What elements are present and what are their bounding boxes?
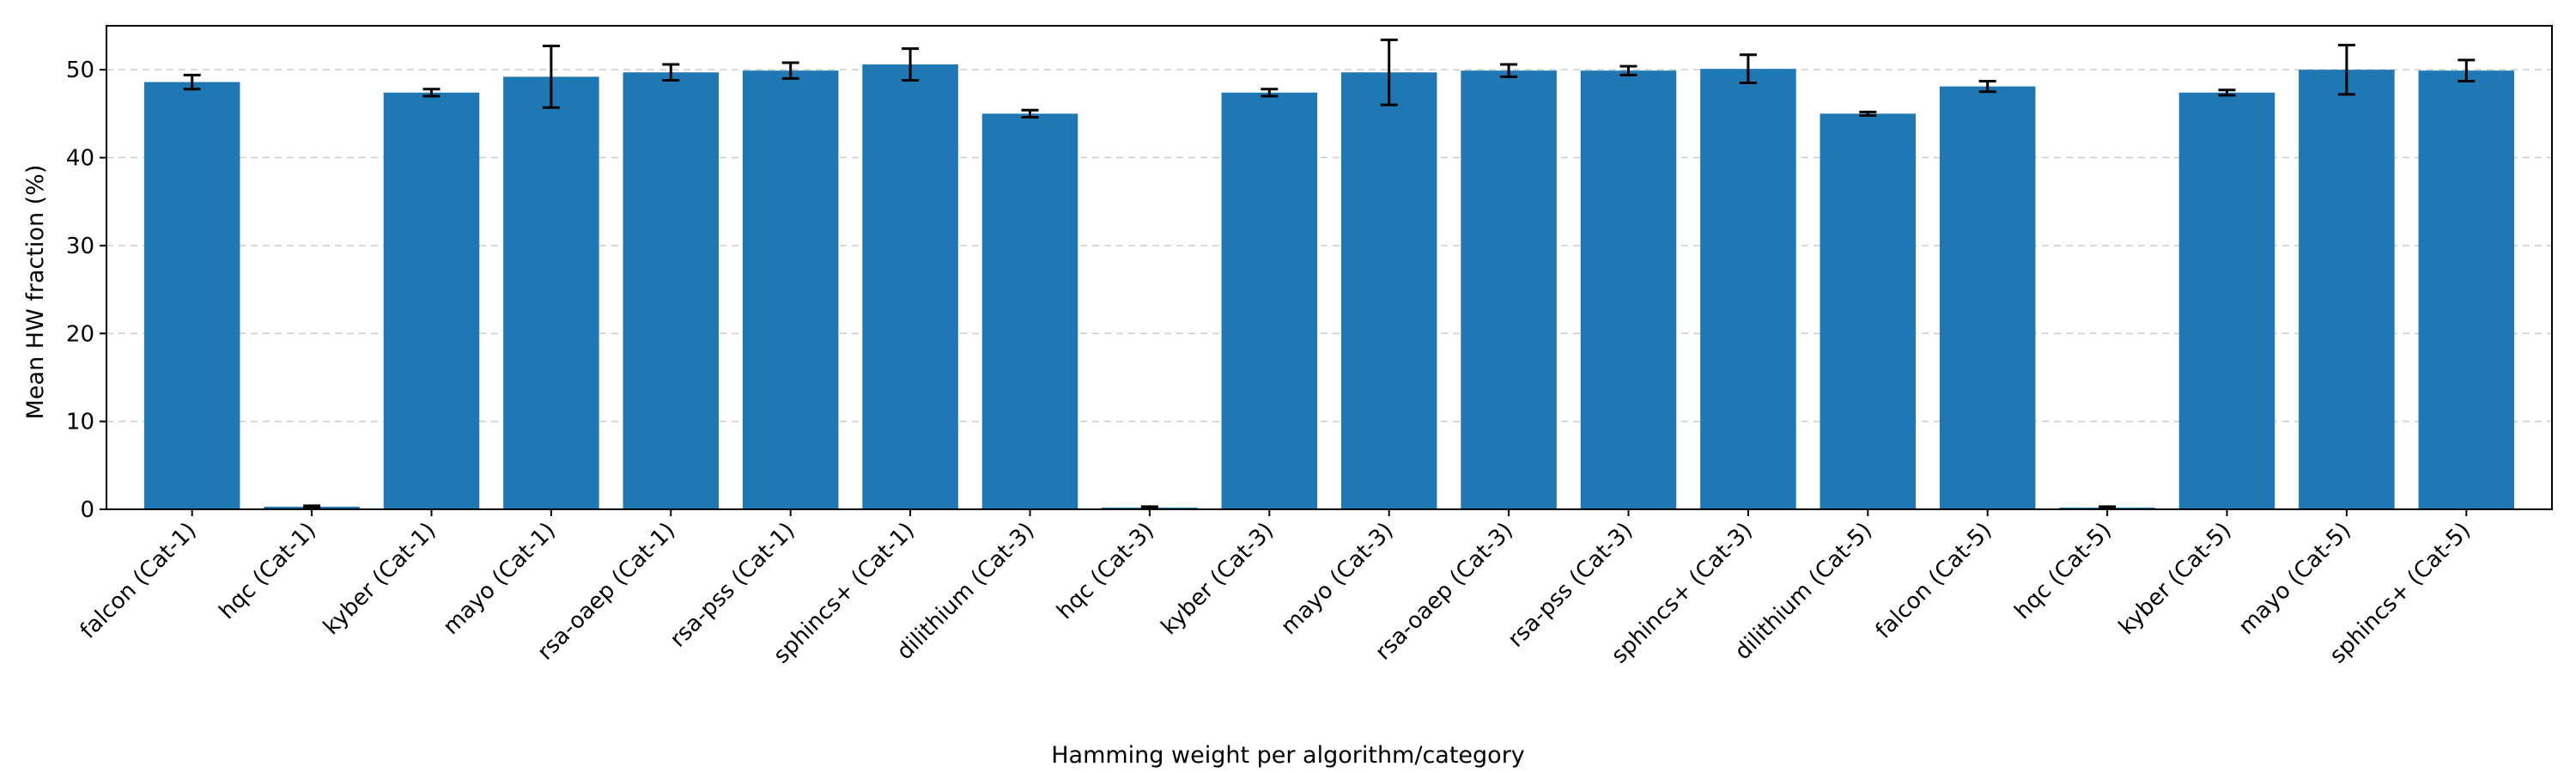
x-tick-label: mayo (Cat-1)	[439, 518, 561, 640]
bar	[1939, 86, 2036, 509]
x-tick-label: falcon (Cat-5)	[1871, 518, 1997, 644]
bar	[1340, 72, 1437, 510]
bar	[1221, 92, 1318, 510]
bar	[742, 70, 839, 510]
bar	[1700, 69, 1796, 509]
bars	[143, 64, 2515, 510]
bar	[981, 113, 1078, 509]
bar	[503, 76, 599, 509]
plot-frame	[106, 25, 2553, 510]
x-axis: falcon (Cat-1) hqc (Cat-1)kyber (Cat-1)ma…	[76, 509, 2476, 669]
x-tick-label: mayo (Cat-3)	[1276, 518, 1398, 640]
x-tick-label: kyber (Cat-5)	[2114, 518, 2236, 640]
x-tick-label: mayo (Cat-5)	[2234, 518, 2356, 640]
y-tick-label: 50	[66, 58, 94, 83]
grid-lines	[106, 69, 2552, 423]
y-tick-label: 0	[80, 497, 94, 523]
x-axis-label: Hamming weight per algorithm/category	[1051, 742, 1525, 769]
bar	[1461, 70, 1557, 510]
x-tick-label: rsa-pss (Cat-1)	[665, 518, 800, 653]
x-tick-label: falcon (Cat-1)	[76, 518, 202, 644]
bar	[143, 82, 240, 509]
x-tick-label: hqc (Cat-5)	[2010, 518, 2117, 624]
bar	[862, 64, 958, 510]
bar	[1820, 113, 1917, 509]
bar	[2178, 92, 2275, 510]
y-tick-label: 10	[66, 410, 94, 435]
bar	[1580, 70, 1677, 510]
y-axis: 0 10 20 30 40 50	[66, 58, 106, 523]
x-tick-label: kyber (Cat-1)	[319, 518, 440, 640]
error-bars	[183, 38, 2476, 510]
bar	[2418, 70, 2515, 510]
x-tick-label: hqc (Cat-3)	[1052, 518, 1158, 624]
y-tick-label: 20	[66, 321, 94, 347]
y-axis-label: Mean HW fraction (%)	[22, 165, 49, 420]
bar	[2299, 70, 2395, 509]
bar	[623, 72, 720, 510]
x-tick-label: rsa-pss (Cat-3)	[1504, 518, 1638, 653]
x-tick-label: hqc (Cat-1)	[215, 518, 321, 624]
x-tick-label: kyber (Cat-3)	[1157, 518, 1279, 640]
bar	[383, 92, 480, 510]
y-tick-label: 40	[66, 146, 94, 172]
y-tick-label: 30	[66, 234, 94, 259]
